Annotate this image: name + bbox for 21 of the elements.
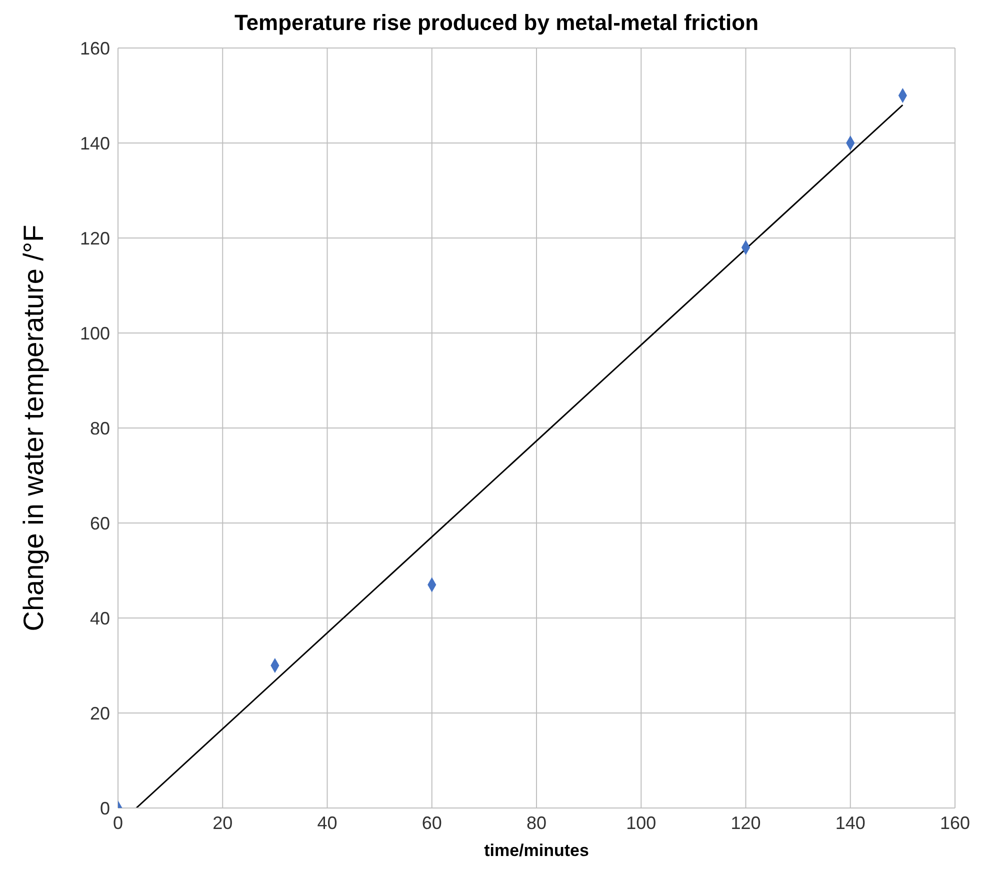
x-tick-label: 140 <box>835 812 866 833</box>
x-axis-title: time/minutes <box>484 841 589 860</box>
x-tick-label: 100 <box>626 812 656 833</box>
x-tick-label: 40 <box>317 812 338 833</box>
y-tick-label: 60 <box>90 513 110 534</box>
x-tick-label: 20 <box>212 812 233 833</box>
chart-title: Temperature rise produced by metal-metal friction <box>233 9 760 37</box>
x-tick-label: 0 <box>112 812 124 833</box>
x-tick-label: 120 <box>730 812 761 833</box>
y-tick-label: 0 <box>100 798 110 818</box>
y-tick-label: 20 <box>90 703 110 724</box>
y-tick-label: 160 <box>80 38 110 58</box>
y-tick-label: 120 <box>80 228 110 248</box>
y-tick-label: 80 <box>90 418 110 438</box>
y-tick-label: 140 <box>80 133 110 154</box>
y-axis-title: Change in water temperature /°F <box>18 224 49 632</box>
x-tick-label: 60 <box>422 812 442 833</box>
x-tick-label: 160 <box>940 812 970 833</box>
y-tick-label: 100 <box>80 323 110 344</box>
x-tick-label: 80 <box>526 812 547 833</box>
y-tick-label: 40 <box>90 608 110 628</box>
